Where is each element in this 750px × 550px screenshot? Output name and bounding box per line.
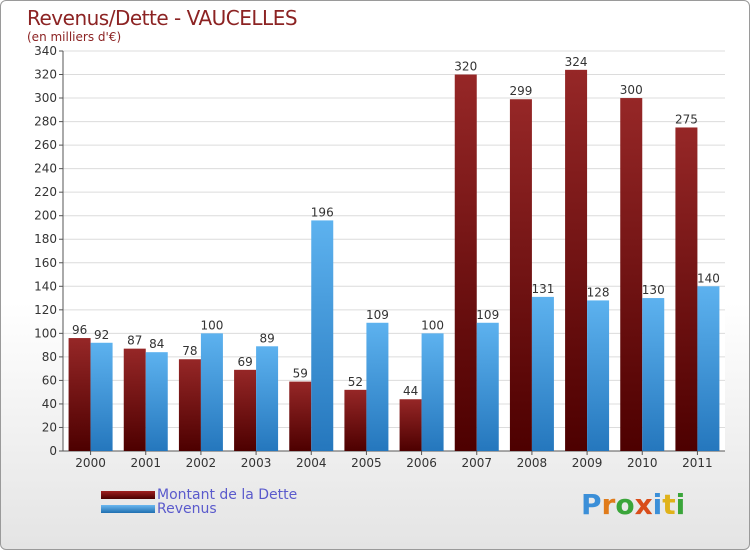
- y-tick-label: 280: [34, 115, 57, 129]
- data-label-revenus: 89: [259, 331, 274, 345]
- x-tick-label: 2009: [572, 456, 603, 470]
- bar-dette: [68, 338, 91, 451]
- bar-dette: [399, 399, 422, 451]
- bar-dette: [620, 98, 643, 451]
- x-tick-label: 2002: [186, 456, 217, 470]
- legend-swatch-dette: [101, 491, 155, 499]
- legend-item-dette: Montant de la Dette: [101, 487, 297, 503]
- bar-dette: [344, 389, 367, 451]
- bar-dette: [454, 74, 477, 451]
- bar-revenus: [311, 220, 334, 451]
- x-tick-label: 2001: [130, 456, 161, 470]
- data-label-dette: 320: [454, 60, 477, 74]
- data-label-revenus: 128: [587, 285, 610, 299]
- bar-revenus: [697, 286, 720, 451]
- bar-revenus: [200, 333, 223, 451]
- y-tick-label: 0: [49, 444, 57, 458]
- bar-revenus: [587, 300, 610, 451]
- bar-dette: [675, 127, 698, 452]
- data-label-revenus: 131: [531, 282, 554, 296]
- y-tick-label: 260: [34, 138, 57, 152]
- data-label-revenus: 109: [366, 308, 389, 322]
- y-tick-label: 220: [34, 185, 57, 199]
- data-label-dette: 96: [72, 323, 87, 337]
- x-tick-label: 2003: [241, 456, 272, 470]
- data-label-dette: 59: [293, 367, 308, 381]
- data-label-dette: 44: [403, 384, 418, 398]
- chart-title: Revenus/Dette - VAUCELLES: [27, 6, 298, 30]
- data-label-revenus: 130: [642, 283, 665, 297]
- y-tick-label: 200: [34, 209, 57, 223]
- x-tick-label: 2005: [351, 456, 382, 470]
- y-tick-label: 40: [42, 397, 57, 411]
- y-tick-label: 240: [34, 162, 57, 176]
- y-tick-label: 340: [34, 44, 57, 58]
- bar-revenus: [366, 322, 389, 451]
- y-tick-label: 140: [34, 279, 57, 293]
- data-label-revenus: 100: [200, 318, 223, 332]
- bar-dette: [123, 348, 146, 451]
- bar-dette: [565, 69, 588, 451]
- data-label-revenus: 92: [94, 328, 109, 342]
- bar-dette: [178, 359, 201, 451]
- data-label-dette: 69: [237, 355, 252, 369]
- bar-revenus: [531, 296, 554, 451]
- bar-revenus: [90, 342, 113, 451]
- plot-area: [63, 51, 725, 451]
- y-tick-label: 80: [42, 350, 57, 364]
- data-label-revenus: 140: [697, 271, 720, 285]
- legend-label-revenus: Revenus: [157, 501, 217, 517]
- data-label-dette: 78: [182, 344, 197, 358]
- x-tick-label: 2000: [75, 456, 106, 470]
- data-label-revenus: 100: [421, 318, 444, 332]
- data-label-dette: 87: [127, 334, 142, 348]
- x-tick-label: 2004: [296, 456, 327, 470]
- proxiti-logo: Proxiti: [581, 488, 686, 521]
- bar-dette: [289, 381, 312, 451]
- chart-subtitle: (en milliers d'€): [27, 30, 122, 44]
- bar-revenus: [476, 322, 499, 451]
- bar-revenus: [421, 333, 444, 451]
- data-label-dette: 299: [509, 84, 532, 98]
- data-label-dette: 275: [675, 112, 698, 126]
- bar-revenus: [642, 298, 665, 451]
- x-tick-label: 2008: [517, 456, 548, 470]
- x-tick-label: 2011: [682, 456, 713, 470]
- y-tick-label: 100: [34, 326, 57, 340]
- legend-label-dette: Montant de la Dette: [157, 487, 298, 503]
- y-tick-label: 180: [34, 232, 57, 246]
- legend-item-revenus: Revenus: [101, 501, 217, 517]
- data-label-revenus: 196: [311, 205, 334, 219]
- data-label-revenus: 109: [476, 308, 499, 322]
- x-tick-label: 2007: [461, 456, 492, 470]
- bar-revenus: [256, 346, 279, 451]
- data-label-dette: 300: [620, 83, 643, 97]
- y-tick-label: 160: [34, 256, 57, 270]
- x-tick-label: 2006: [406, 456, 437, 470]
- y-tick-label: 20: [42, 420, 57, 434]
- bar-revenus: [145, 352, 168, 451]
- bar-dette: [234, 369, 257, 451]
- y-tick-label: 320: [34, 68, 57, 82]
- data-label-dette: 52: [348, 375, 363, 389]
- y-tick-label: 60: [42, 373, 57, 387]
- data-label-revenus: 84: [149, 337, 164, 351]
- y-tick-label: 300: [34, 91, 57, 105]
- y-tick-label: 120: [34, 303, 57, 317]
- data-label-dette: 324: [565, 55, 588, 69]
- x-tick-label: 2010: [627, 456, 658, 470]
- legend-swatch-revenus: [101, 505, 155, 513]
- bar-dette: [509, 99, 532, 451]
